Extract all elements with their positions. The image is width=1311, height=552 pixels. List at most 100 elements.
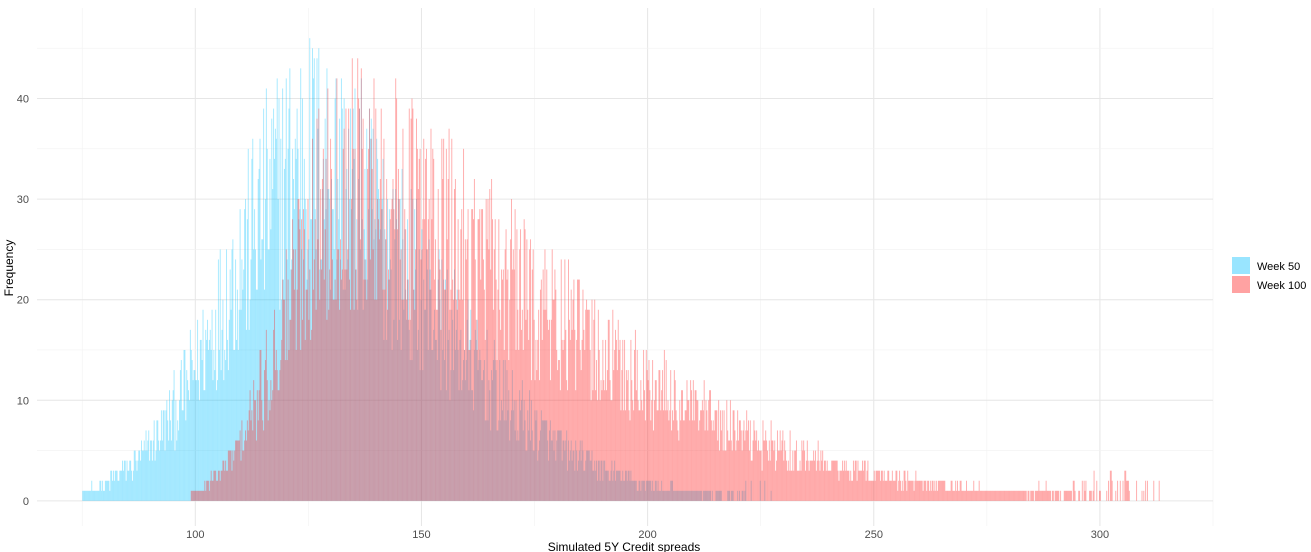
histogram-bar <box>443 138 445 501</box>
histogram-bar <box>581 339 583 501</box>
histogram-bar <box>517 309 519 501</box>
histogram-bar <box>467 299 469 501</box>
histogram-bar <box>643 480 645 501</box>
histogram-bar <box>889 480 891 501</box>
histogram-bar <box>230 309 232 501</box>
histogram-bar <box>679 490 681 501</box>
histogram-bar <box>955 480 957 501</box>
histogram-bar <box>379 229 381 501</box>
histogram-bar <box>970 490 972 501</box>
histogram-bar <box>236 339 237 501</box>
histogram-bar <box>590 460 592 501</box>
histogram-bar <box>917 480 919 501</box>
histogram-bar <box>272 390 274 501</box>
histogram-bar <box>556 349 558 501</box>
histogram-bar <box>369 259 371 501</box>
histogram-bar <box>430 289 432 501</box>
histogram-bar <box>197 490 199 501</box>
histogram-bar <box>642 410 644 501</box>
histogram-bar <box>691 390 692 501</box>
histogram-bar <box>129 460 131 501</box>
histogram-bar <box>625 470 627 501</box>
histogram-bar <box>531 269 533 501</box>
histogram-bar <box>619 339 621 501</box>
histogram-bar <box>427 349 429 501</box>
histogram-bar <box>865 480 867 501</box>
histogram-bar <box>1117 480 1119 501</box>
histogram-bar <box>415 249 417 501</box>
histogram-bar <box>223 380 225 501</box>
histogram-bar <box>805 470 806 501</box>
histogram-bar <box>516 229 518 501</box>
x-axis-ticks: 100 150 200 250 300 <box>186 529 1109 541</box>
histogram-bar <box>365 259 367 501</box>
legend-key-week-100 <box>1232 276 1250 293</box>
histogram-bar <box>207 319 209 501</box>
histogram-bar <box>589 460 591 501</box>
histogram-bar <box>265 329 267 501</box>
histogram-bar <box>611 400 613 501</box>
histogram-bar <box>716 490 718 501</box>
histogram-bar <box>776 430 778 501</box>
histogram-bar <box>569 339 571 501</box>
histogram-bar <box>327 189 329 501</box>
histogram-bar <box>428 199 430 501</box>
histogram-bar <box>555 460 557 501</box>
histogram-bar <box>211 480 213 501</box>
x-tick-label: 150 <box>412 529 430 541</box>
histogram-bar <box>331 259 333 501</box>
histogram-bar <box>439 269 441 501</box>
histogram-bar <box>759 450 761 501</box>
histogram-bar <box>436 309 438 501</box>
histogram-bar <box>376 299 378 501</box>
histogram-bar <box>216 480 218 501</box>
histogram-bar <box>862 470 864 501</box>
histogram-bar <box>896 470 898 501</box>
histogram-bar <box>1089 490 1091 501</box>
histogram-bar <box>476 349 478 501</box>
histogram-bar <box>225 460 227 501</box>
histogram-bar <box>310 339 312 501</box>
histogram-bar <box>498 219 500 501</box>
histogram-bar <box>821 460 823 501</box>
histogram-bar <box>599 480 601 501</box>
histogram-bar <box>198 490 199 501</box>
histogram-bar <box>209 329 211 501</box>
histogram-bar <box>454 189 455 501</box>
histogram-bar <box>274 309 275 501</box>
histogram-bar <box>667 400 669 501</box>
histogram-bar <box>396 98 398 501</box>
histogram-bar <box>212 480 214 501</box>
histogram-bar <box>534 410 536 501</box>
histogram-bar <box>574 329 576 501</box>
histogram-bar <box>610 400 612 501</box>
histogram-bar <box>852 460 854 501</box>
histogram-bar <box>873 470 875 501</box>
histogram-bar <box>363 229 365 501</box>
histogram-bar <box>606 390 607 501</box>
histogram-bar <box>389 219 391 501</box>
histogram-bar <box>972 490 974 501</box>
histogram-bar <box>179 370 181 501</box>
histogram-bar <box>333 249 335 501</box>
histogram-bar <box>555 289 557 501</box>
y-tick-label: 40 <box>17 94 29 106</box>
histogram-bar <box>501 400 503 501</box>
histogram-bar <box>744 440 746 501</box>
histogram-bar <box>1001 490 1003 501</box>
histogram-bar <box>1000 490 1002 501</box>
histogram-bar <box>568 259 569 501</box>
histogram-bar <box>737 410 739 501</box>
histogram-bar <box>592 470 594 501</box>
histogram-bar <box>495 370 497 501</box>
histogram-bar <box>1109 470 1111 501</box>
histogram-bar <box>690 380 692 501</box>
histogram-bar <box>493 249 495 501</box>
histogram-bar <box>103 490 105 501</box>
histogram-bar <box>444 289 446 501</box>
histogram-bar <box>468 349 470 501</box>
histogram-bar <box>359 108 360 501</box>
histogram-bar <box>520 229 522 501</box>
histogram-bar <box>649 480 651 501</box>
histogram-bar <box>350 209 352 501</box>
